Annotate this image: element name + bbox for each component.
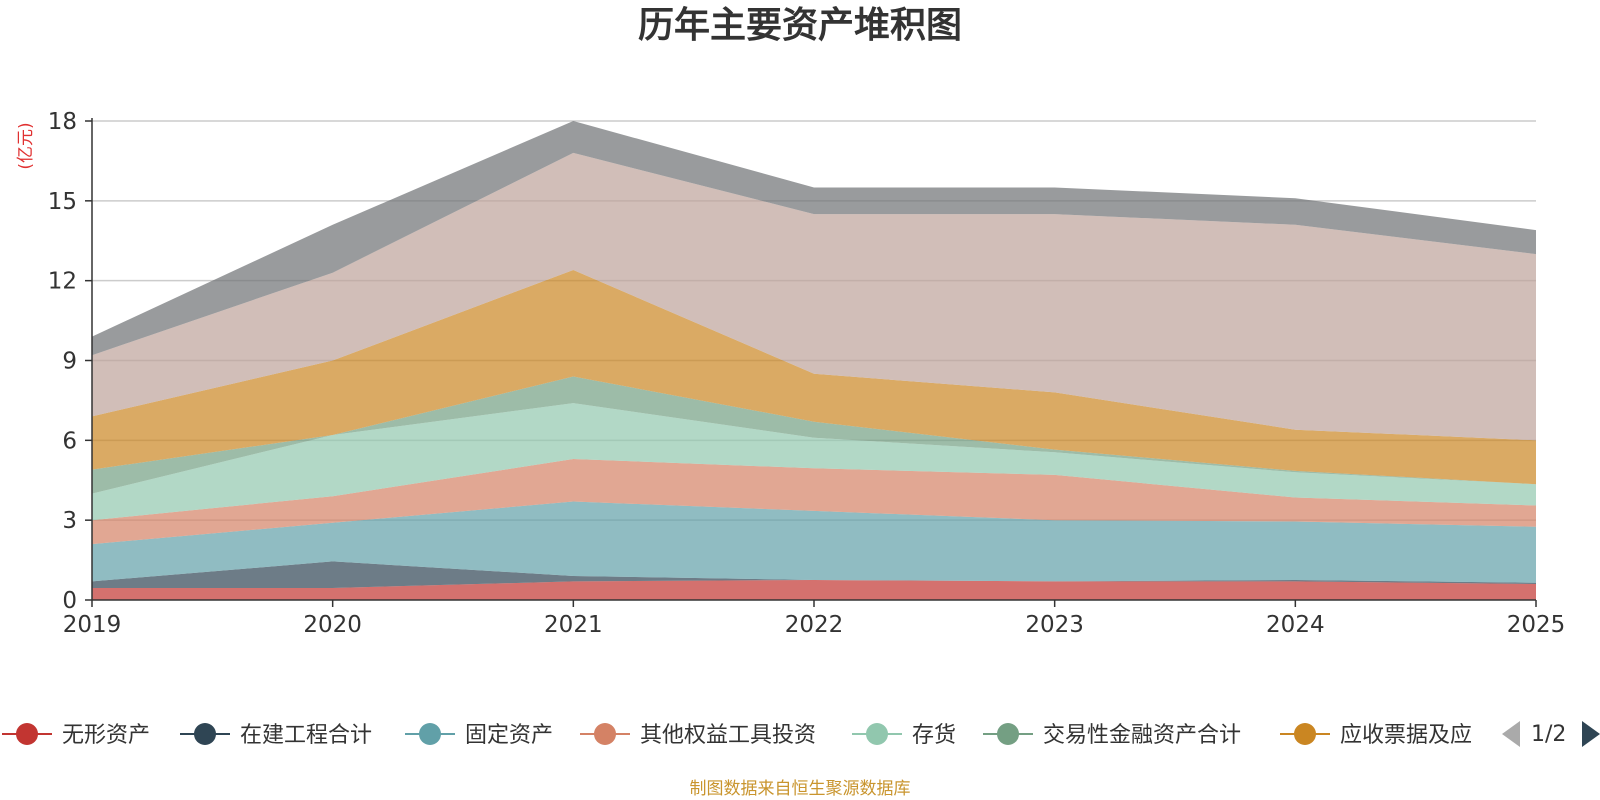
y-tick-label: 18 bbox=[48, 109, 77, 135]
area-series-在建工程合计 bbox=[92, 561, 1536, 588]
legend-circle-icon bbox=[419, 723, 441, 745]
x-tick-label: 2020 bbox=[303, 612, 362, 638]
area-series-交易性金融资产合计 bbox=[92, 376, 1536, 494]
x-tick-label: 2021 bbox=[544, 612, 603, 638]
legend-circle-icon bbox=[997, 723, 1019, 745]
legend-page-indicator: 1/2 bbox=[1531, 722, 1566, 747]
legend-item[interactable]: 存货 bbox=[852, 723, 956, 748]
legend-label: 存货 bbox=[912, 723, 956, 748]
x-tick-label: 2019 bbox=[63, 612, 122, 638]
legend-label: 无形资产 bbox=[62, 723, 150, 748]
legend-item[interactable]: 其他权益工具投资 bbox=[580, 723, 816, 748]
area-series-其他权益工具投资 bbox=[92, 459, 1536, 545]
x-tick-label: 2023 bbox=[1025, 612, 1084, 638]
legend-item[interactable]: 固定资产 bbox=[405, 723, 553, 748]
area-series-无形资产 bbox=[92, 580, 1536, 600]
y-axis-unit-label: (亿元) bbox=[16, 122, 36, 169]
legend-item[interactable]: 无形资产 bbox=[2, 723, 150, 748]
y-tick-label: 6 bbox=[62, 428, 77, 454]
x-tick-label: 2022 bbox=[785, 612, 844, 638]
legend: 无形资产 在建工程合计 固定资产 其他权益工具投资 存货 交易性金融资产合计 应收票据及应 1… bbox=[2, 721, 1600, 748]
legend-item[interactable]: 在建工程合计 bbox=[180, 723, 372, 748]
area-series-存货 bbox=[92, 403, 1536, 521]
y-tick-label: 15 bbox=[48, 189, 77, 215]
data-source-note: 制图数据来自恒生聚源数据库 bbox=[690, 779, 911, 799]
x-tick-label: 2024 bbox=[1266, 612, 1325, 638]
legend-circle-icon bbox=[194, 723, 216, 745]
legend-item[interactable]: 应收票据及应 bbox=[1280, 723, 1472, 748]
stacked-areas bbox=[92, 121, 1536, 600]
area-series-固定资产 bbox=[92, 501, 1536, 583]
legend-prev-page-icon[interactable] bbox=[1502, 721, 1520, 747]
chart-title: 历年主要资产堆积图 bbox=[638, 5, 962, 46]
legend-label: 在建工程合计 bbox=[240, 723, 372, 748]
legend-item[interactable]: 交易性金融资产合计 bbox=[983, 723, 1241, 748]
legend-label: 其他权益工具投资 bbox=[640, 723, 816, 748]
legend-label: 应收票据及应 bbox=[1340, 723, 1472, 748]
legend-label: 固定资产 bbox=[465, 723, 553, 748]
legend-circle-icon bbox=[16, 723, 38, 745]
y-tick-label: 12 bbox=[48, 269, 77, 295]
legend-next-page-icon[interactable] bbox=[1582, 721, 1600, 747]
x-tick-label: 2025 bbox=[1507, 612, 1566, 638]
legend-circle-icon bbox=[594, 723, 616, 745]
y-tick-label: 0 bbox=[62, 588, 77, 614]
axes: 0 3 6 9 12 15 18 2019 2020 2021 2022 2023 2024 2025 bbox=[48, 109, 1566, 638]
area-series-应收票据及应收账款 bbox=[92, 270, 1536, 485]
legend-label: 交易性金融资产合计 bbox=[1043, 723, 1241, 748]
y-tick-label: 3 bbox=[62, 508, 77, 534]
area-series-其他资产 bbox=[92, 152, 1536, 441]
area-series-其他 bbox=[92, 121, 1536, 356]
y-tick-label: 9 bbox=[62, 349, 77, 375]
legend-circle-icon bbox=[866, 723, 888, 745]
legend-circle-icon bbox=[1294, 723, 1316, 745]
